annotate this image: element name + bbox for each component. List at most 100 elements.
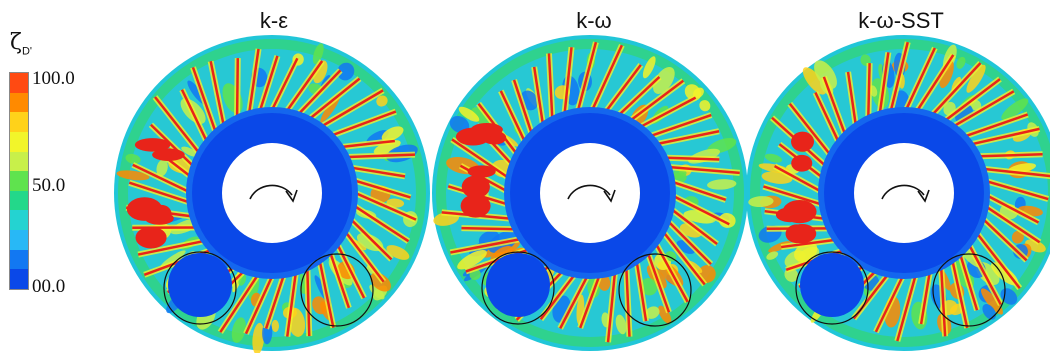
separation-zone [168,253,232,317]
blade-wake [953,90,1015,127]
high-value-blob [134,138,171,152]
blade-wake [630,79,685,121]
flow-patch [684,84,702,101]
hub-hole [854,143,954,243]
blade-wake [625,268,631,337]
blade-wake [579,276,601,329]
blade-wake [321,89,384,127]
blade-wake [264,275,285,329]
flow-patch [748,196,774,208]
blade-wake [605,64,642,112]
blade-wake [355,192,417,221]
blade-wake [576,41,598,111]
flow-patch [707,179,737,190]
flow-patch [116,170,150,181]
flow-patch [231,317,246,343]
rotation-arrow-head-icon [603,189,616,203]
blade-wake [788,102,831,155]
flow-patch [615,314,627,335]
blade-wake [932,62,982,115]
colorbar-segment [10,73,28,93]
separation-zone [800,253,864,317]
blade-wake [646,253,671,313]
blade-wake [916,54,955,111]
highlight-circle-right [300,253,374,327]
blade-wake [987,194,1040,224]
blade-wake [814,91,840,142]
flow-patch [337,62,355,81]
high-value-blob [791,154,813,172]
blade-wake [342,139,396,149]
blade-wake [944,78,1001,122]
blade-wake [905,47,936,110]
blade-wake [286,60,324,112]
blade-wake [532,66,545,124]
blade-wake [309,77,361,120]
flow-patch [125,153,141,164]
blade-wake [874,276,904,333]
blade-wake [137,239,204,256]
blade-wake [618,76,661,116]
high-value-blob [467,165,496,178]
blade-wake [539,274,575,321]
blade-wake [889,41,909,111]
blade-wake [763,185,822,206]
high-value-blob [785,224,808,244]
flow-patch [802,67,827,95]
colorbar-symbol-main: ζ [10,30,22,55]
blade-wake [606,273,617,343]
panel-title-k-epsilon: k-ε [259,8,289,33]
blade-wake [669,165,740,175]
rotation-arrow-icon [567,184,611,200]
flow-patch [645,306,660,319]
colorbar-segment [10,269,28,289]
contour-panel-k-epsilon [114,35,430,353]
blade-wake [271,57,299,110]
blade-wake [191,66,217,132]
high-value-blob [460,194,491,218]
high-value-blob [455,127,491,146]
flow-patch [458,106,480,122]
flow-patch [814,60,837,89]
colorbar-segment [10,171,28,191]
flow-patch [386,198,405,208]
colorbar-tick-max: 100.0 [32,68,75,89]
blade-wake [209,61,225,125]
blade-wake [329,252,351,309]
flow-patch [181,146,199,157]
flow-patch [939,60,954,89]
blade-wake [673,195,730,226]
high-value-blob [152,148,185,162]
blade-wake [180,89,208,142]
flow-patch [956,56,966,69]
blade-wake [971,127,1040,146]
high-value-blob [461,175,490,199]
flow-patch [860,54,871,66]
panel-title-k-omega-sst: k-ω-SST [858,8,944,33]
blade-wake [354,205,410,243]
blade-wake [332,110,397,137]
blade-wake [657,130,720,145]
flow-patch [764,153,783,163]
flow-patch [312,43,324,65]
blade-wake [951,261,969,329]
blade-wake [959,254,979,311]
highlight-circle-left [481,251,555,325]
high-value-blob [150,204,172,223]
blade-wake [671,208,718,246]
blade-wake [499,90,526,142]
flow-patch [252,322,265,353]
blade-wake [461,226,515,231]
colorbar-segment [10,210,28,230]
blade-wake [846,71,857,125]
panel-title-k-omega: k-ω [576,8,612,33]
colorbar-segment [10,249,28,270]
highlight-circle-left [795,251,869,325]
flow-patch [386,245,410,260]
flow-patch [699,100,711,112]
blade-wake [986,180,1049,201]
blade-wake [235,58,240,117]
rotation-arrow-head-icon [917,189,930,203]
flow-patch [1011,230,1024,244]
flow-patch [1001,98,1029,121]
